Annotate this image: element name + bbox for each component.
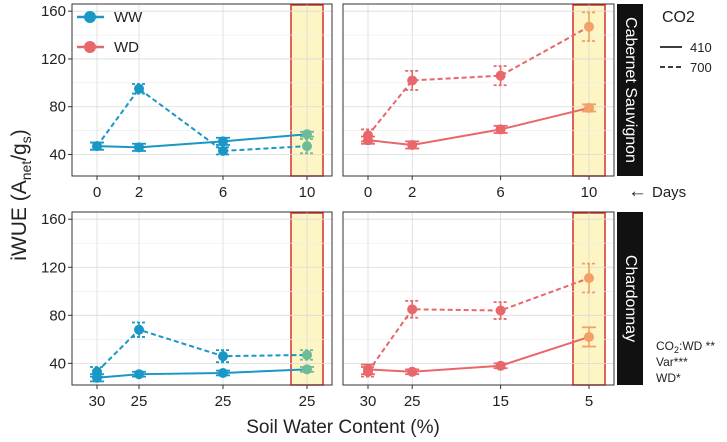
data-point (407, 139, 418, 150)
y-tick-label: 160 (41, 211, 66, 228)
series-line-ww-410 (96, 368, 308, 379)
stats-line: WD* (656, 371, 681, 385)
stats-line: Var*** (656, 355, 688, 369)
data-point (134, 83, 144, 94)
x-tick-label: 25 (215, 393, 232, 410)
data-point (92, 141, 102, 152)
y-tick-label: 40 (49, 355, 66, 372)
data-point (495, 305, 506, 316)
data-point (495, 124, 506, 135)
x-tick-label: 30 (89, 393, 106, 410)
days-arrow: ← (628, 181, 647, 202)
stats-text-rest: :WD ** (679, 339, 715, 353)
x-tick-label: 25 (131, 393, 148, 410)
facet-strip (617, 4, 643, 176)
legend-co2-label: 410 (690, 40, 712, 55)
data-point (407, 366, 418, 377)
x-tick-label: 15 (492, 393, 509, 410)
y-axis-title-part: ) (8, 129, 31, 136)
y-tick-label: 160 (41, 3, 66, 20)
stats-line: CO2:WD ** (656, 339, 715, 355)
legend-co2-title: CO2 (662, 9, 695, 26)
data-point (302, 349, 312, 360)
legend-marker-wd (84, 41, 96, 53)
x-tick-label: 5 (585, 393, 593, 410)
stats-text: WD* (656, 371, 681, 385)
panel-background (72, 212, 332, 385)
days-label: Days (652, 184, 686, 201)
y-axis-title: iWUE (Anet/gs) (8, 129, 34, 260)
data-point (584, 331, 594, 342)
panel-border (342, 211, 615, 386)
data-point (218, 136, 228, 147)
series-line-ww-410 (96, 133, 308, 149)
data-point (134, 142, 144, 153)
x-tick-label: 25 (299, 393, 316, 410)
facet-strip-label: Cabernet Sauvignon (622, 17, 639, 163)
data-point (407, 75, 418, 86)
panel-border (71, 211, 333, 386)
x-tick-label: 0 (364, 184, 372, 201)
x-tick-label: 2 (408, 184, 416, 201)
stats-text: Var*** (656, 355, 688, 369)
data-point (584, 21, 594, 32)
y-tick-label: 120 (41, 259, 66, 276)
data-point (134, 324, 144, 335)
data-point (495, 70, 506, 81)
data-point (218, 367, 228, 378)
data-point (407, 304, 418, 315)
x-tick-label: 25 (404, 393, 421, 410)
panel-border (342, 3, 615, 177)
series-line-wd-410 (367, 106, 590, 146)
y-tick-label: 80 (49, 307, 66, 324)
x-axis-title: Soil Water Content (%) (246, 417, 440, 438)
data-point (584, 273, 594, 284)
y-tick-label: 40 (49, 147, 66, 164)
data-point (302, 141, 312, 152)
data-point (363, 366, 373, 377)
y-tick-label: 80 (49, 99, 66, 116)
panel-background (343, 212, 614, 385)
series-line-ww-700 (96, 87, 308, 152)
y-axis-title-part: s (18, 136, 34, 143)
y-axis-title-part: /g (8, 143, 31, 161)
x-tick-label: 10 (299, 184, 316, 201)
y-axis-title-part: iWUE (A (8, 180, 31, 261)
x-tick-label: 6 (496, 184, 504, 201)
legend-label: WD (114, 39, 139, 56)
x-tick-label: 30 (360, 393, 377, 410)
data-point (302, 129, 312, 140)
facet-strip-label: Chardonnay (622, 255, 639, 342)
legend-marker-ww (84, 11, 96, 23)
panel-border (71, 3, 333, 177)
x-tick-label: 6 (219, 184, 227, 201)
data-point (363, 130, 373, 141)
x-tick-label: 0 (93, 184, 101, 201)
legend-label: WW (114, 9, 143, 26)
stats-subscript: 2 (674, 345, 679, 355)
stats-text: CO (656, 339, 674, 353)
x-tick-label: 10 (581, 184, 598, 201)
facet-strip (617, 212, 643, 385)
series-line-wd-700 (367, 25, 590, 137)
data-point (134, 369, 144, 380)
y-axis-title-part: net (18, 161, 34, 181)
data-point (92, 366, 102, 377)
data-point (584, 102, 594, 113)
data-point (495, 360, 506, 371)
data-point (302, 364, 312, 375)
series-line-wd-410 (367, 335, 590, 373)
panel-background (343, 4, 614, 176)
y-tick-label: 120 (41, 51, 66, 68)
legend-co2-label: 700 (690, 60, 712, 75)
data-point (218, 145, 228, 156)
data-point (218, 351, 228, 362)
x-tick-label: 2 (135, 184, 143, 201)
series-line-wd-700 (367, 277, 590, 373)
